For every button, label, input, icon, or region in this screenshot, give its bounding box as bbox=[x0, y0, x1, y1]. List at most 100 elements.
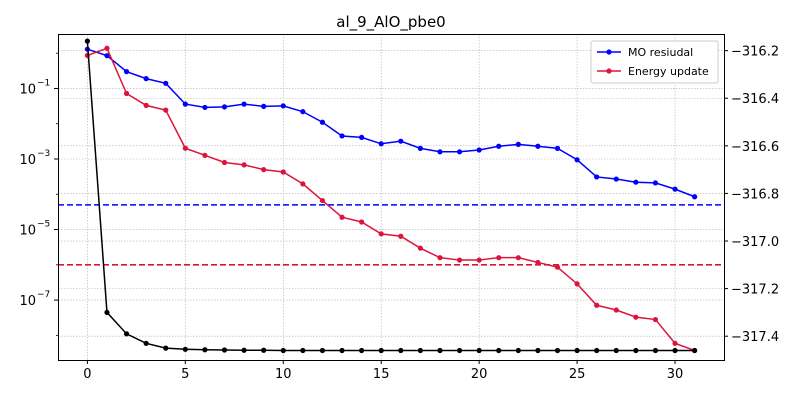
data-point bbox=[261, 167, 267, 173]
data-point bbox=[554, 145, 561, 151]
data-point bbox=[456, 257, 463, 263]
data-point bbox=[359, 134, 365, 140]
data-point bbox=[613, 347, 619, 354]
legend-swatch-marker bbox=[606, 49, 612, 55]
data-point bbox=[456, 347, 463, 354]
data-point bbox=[339, 347, 345, 354]
data-point bbox=[692, 347, 698, 354]
data-point bbox=[221, 159, 228, 166]
x-tick-label: 20 bbox=[471, 367, 488, 382]
data-point bbox=[241, 101, 247, 107]
legend-swatch-marker bbox=[606, 68, 612, 74]
data-point bbox=[496, 347, 502, 354]
legend-label: Energy update bbox=[628, 65, 709, 78]
data-point bbox=[300, 347, 306, 354]
data-point bbox=[202, 347, 208, 353]
x-tick-label: 15 bbox=[373, 367, 390, 382]
data-point bbox=[594, 302, 600, 308]
data-point bbox=[417, 245, 423, 251]
data-point bbox=[378, 347, 384, 354]
data-point bbox=[261, 347, 267, 353]
data-point bbox=[633, 179, 639, 185]
series-line bbox=[87, 48, 695, 198]
data-point bbox=[123, 331, 130, 337]
data-point bbox=[280, 169, 286, 175]
data-point bbox=[515, 255, 521, 261]
data-point bbox=[417, 145, 423, 151]
data-point bbox=[535, 259, 541, 266]
data-point bbox=[319, 197, 326, 204]
data-point bbox=[554, 264, 561, 270]
data-point bbox=[672, 347, 678, 354]
data-point bbox=[574, 157, 580, 163]
series-mo-resiudal bbox=[84, 46, 698, 200]
y-left-tick-label: 10 bbox=[19, 224, 36, 239]
y-left-tick-label: 10 bbox=[19, 82, 36, 97]
series-line bbox=[86, 41, 695, 352]
data-point bbox=[633, 314, 639, 320]
data-point bbox=[378, 231, 384, 237]
data-point bbox=[692, 194, 698, 200]
y-right-tick-label: −317.2 bbox=[731, 283, 779, 298]
legend: MO resiudal Energy update bbox=[590, 40, 719, 84]
data-point bbox=[633, 347, 639, 354]
data-point bbox=[398, 233, 404, 239]
series-line bbox=[87, 47, 695, 352]
data-point bbox=[437, 255, 443, 261]
data-point bbox=[104, 53, 110, 59]
data-point bbox=[476, 147, 482, 153]
data-point bbox=[221, 347, 228, 353]
data-point bbox=[359, 219, 365, 225]
data-point bbox=[456, 149, 463, 155]
data-point bbox=[319, 119, 326, 125]
data-point bbox=[339, 133, 345, 139]
data-point bbox=[476, 257, 482, 263]
data-point bbox=[182, 101, 188, 107]
data-point bbox=[359, 347, 365, 354]
data-point bbox=[300, 181, 306, 187]
data-point bbox=[84, 38, 90, 44]
data-point bbox=[143, 102, 149, 108]
legend-box bbox=[590, 40, 719, 84]
data-point bbox=[496, 255, 502, 261]
data-point bbox=[241, 347, 247, 353]
data-point bbox=[672, 186, 678, 192]
data-point bbox=[182, 346, 188, 352]
x-tick-label: 30 bbox=[667, 367, 684, 382]
y-right-tick-label: −317.0 bbox=[731, 235, 779, 250]
data-point bbox=[515, 347, 521, 354]
data-point bbox=[143, 76, 149, 82]
y-right-tick-label: −316.8 bbox=[731, 187, 779, 202]
data-point bbox=[163, 80, 169, 86]
data-point bbox=[280, 347, 286, 354]
series-unnamed bbox=[84, 38, 698, 354]
data-point bbox=[300, 109, 306, 115]
data-point bbox=[437, 347, 443, 354]
data-point bbox=[652, 180, 659, 186]
y-left-tick-exponent: −5 bbox=[37, 220, 50, 230]
y-left-tick-exponent: −7 bbox=[37, 290, 50, 300]
data-point bbox=[672, 340, 678, 346]
data-point bbox=[398, 138, 404, 144]
y-right-tick-label: −316.4 bbox=[731, 92, 779, 107]
data-point bbox=[123, 69, 130, 75]
data-point bbox=[104, 45, 110, 51]
data-point bbox=[613, 307, 619, 313]
x-tick-label: 5 bbox=[181, 367, 189, 382]
y-left-tick-label: 10 bbox=[19, 153, 36, 168]
legend-label: MO resiudal bbox=[628, 46, 693, 59]
grid bbox=[58, 34, 724, 360]
data-point bbox=[613, 176, 619, 182]
data-point bbox=[123, 90, 130, 97]
data-point bbox=[515, 141, 521, 147]
data-point bbox=[280, 103, 286, 109]
y-left-tick-exponent: −3 bbox=[37, 149, 50, 159]
data-point bbox=[202, 152, 208, 158]
data-point bbox=[496, 143, 502, 149]
data-point bbox=[104, 309, 110, 316]
data-point bbox=[221, 104, 228, 110]
data-point bbox=[143, 340, 149, 346]
data-point bbox=[378, 141, 384, 147]
data-point bbox=[574, 281, 580, 287]
